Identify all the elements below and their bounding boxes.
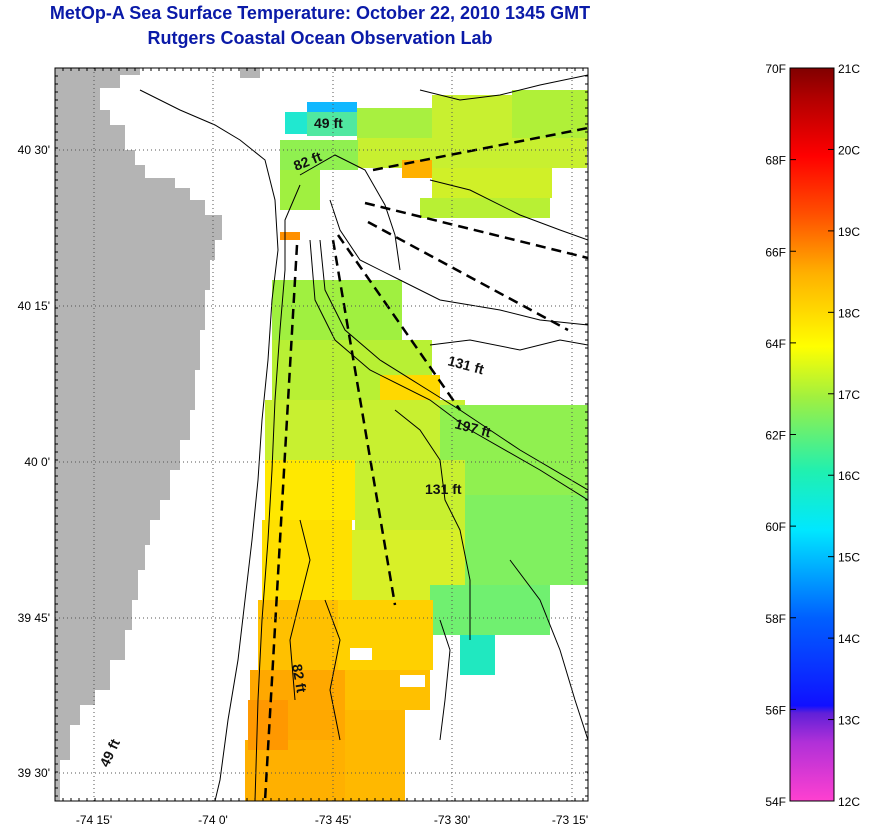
lat-tick-label: 39 30' — [18, 766, 50, 780]
contour-label: 82 ft — [289, 663, 310, 694]
land-patch — [240, 68, 260, 78]
contour-label: 49 ft — [314, 115, 343, 131]
lat-tick-label: 39 45' — [18, 611, 50, 625]
lat-tick-label: 40 0' — [24, 455, 50, 469]
contour-label: 131 ft — [446, 352, 486, 377]
map-subtitle: Rutgers Coastal Ocean Observation Lab — [147, 28, 493, 48]
map-frame — [54, 67, 589, 802]
map-grid — [55, 68, 588, 801]
lat-tick-label: 40 15' — [18, 299, 50, 313]
land-mass — [55, 68, 222, 801]
lon-tick-label: -74 15' — [76, 813, 112, 827]
lat-tick-label: 40 30' — [18, 143, 50, 157]
contour-label: 49 ft — [96, 736, 123, 769]
lon-tick-label: -73 15' — [552, 813, 588, 827]
dashed-transects — [263, 126, 588, 801]
lon-tick-label: -73 30' — [434, 813, 470, 827]
lon-tick-label: -73 45' — [315, 813, 351, 827]
sst-data-field — [245, 90, 588, 801]
contour-label: 131 ft — [425, 481, 462, 497]
frame-ticks — [55, 68, 588, 801]
map-title: MetOp-A Sea Surface Temperature: October… — [49, 3, 591, 23]
lon-tick-label: -74 0' — [198, 813, 228, 827]
